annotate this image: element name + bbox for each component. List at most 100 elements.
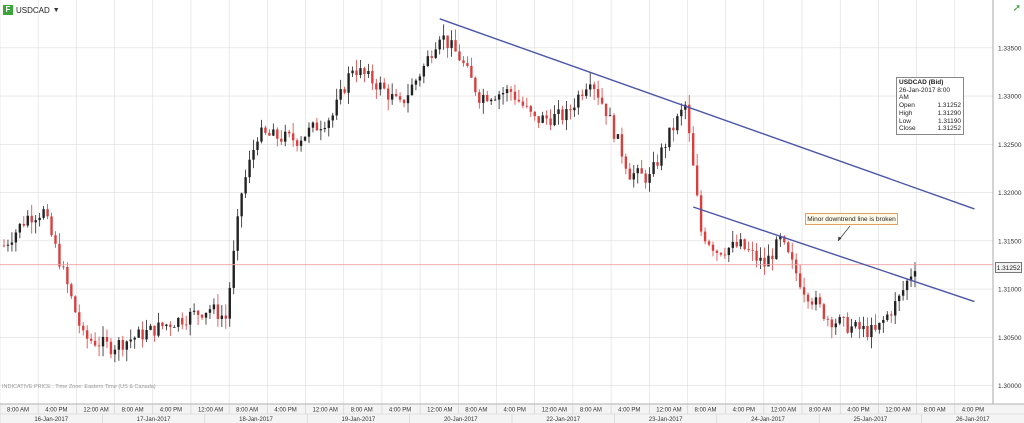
x-date-label: 25-Jan-2017 — [854, 417, 888, 423]
candle-body — [767, 255, 770, 267]
candle-body — [624, 156, 628, 169]
candle-body — [339, 89, 342, 100]
candle-body — [755, 250, 758, 261]
candle-body — [688, 104, 691, 134]
candle-body — [133, 337, 136, 340]
candle-body — [735, 241, 738, 247]
x-time-label: 12:00 AM — [885, 408, 910, 414]
candle-body — [462, 60, 465, 64]
x-time-label: 8:00 AM — [924, 408, 946, 414]
candle-body — [470, 65, 473, 78]
candle-body — [711, 244, 715, 251]
candle-body — [188, 311, 192, 325]
candle-body — [509, 89, 513, 92]
candle-body — [347, 73, 350, 93]
candle-body — [478, 92, 481, 103]
candle-body — [537, 116, 540, 123]
chevron-down-icon[interactable]: ▼ — [52, 6, 60, 14]
candle-body — [454, 40, 457, 52]
x-date-label: 23-Jan-2017 — [649, 417, 683, 423]
candle-body — [486, 94, 489, 102]
candle-body — [826, 318, 830, 320]
candle-body — [474, 77, 477, 93]
candle-body — [680, 109, 683, 117]
current-price-tag: 1.31252 — [995, 262, 1022, 273]
candle-body — [157, 322, 160, 336]
x-time-label: 8:00 AM — [122, 408, 144, 414]
candle-body — [153, 325, 156, 336]
candle-body — [276, 129, 279, 139]
candle-body — [850, 326, 853, 333]
candle-body — [414, 80, 418, 85]
candle-body — [252, 149, 255, 160]
candle-body — [200, 314, 204, 318]
candle-body — [739, 239, 742, 247]
ohlc-row-open: Open 1.31252 — [899, 102, 961, 110]
expand-arrow-icon[interactable]: ➚ — [1012, 3, 1021, 14]
candle-body — [676, 116, 679, 131]
candle-body — [10, 242, 14, 245]
candle-body — [54, 235, 57, 244]
x-date-label: 26-Jan-2017 — [956, 417, 990, 423]
x-time-label: 4:00 PM — [733, 408, 755, 414]
candle-body — [561, 109, 564, 121]
candle-body — [656, 162, 659, 166]
candle-body — [327, 120, 330, 128]
candle-body — [228, 287, 231, 319]
y-tick-label: 1.32000 — [998, 190, 1022, 197]
candle-body — [794, 259, 798, 274]
candle-body — [291, 133, 295, 141]
candle-body — [866, 325, 869, 338]
candle-body — [224, 315, 228, 319]
candle-body — [406, 95, 410, 104]
candle-body — [109, 341, 113, 355]
x-time-label: 4:00 PM — [618, 408, 640, 414]
candle-body — [846, 317, 849, 333]
candle-body — [121, 340, 125, 350]
candle-body — [533, 111, 536, 117]
candle-body — [323, 127, 327, 130]
candle-body — [303, 136, 307, 141]
candle-body — [715, 250, 719, 253]
candle-body — [731, 241, 734, 248]
candle-body — [874, 325, 877, 330]
candle-body — [351, 70, 354, 74]
candle-body — [22, 223, 26, 226]
candle-body — [220, 315, 224, 320]
x-axis-area — [0, 404, 1024, 423]
x-time-label: 4:00 PM — [274, 408, 296, 414]
x-time-label: 8:00 AM — [809, 408, 831, 414]
x-time-label: 4:00 PM — [504, 408, 526, 414]
candle-body — [810, 301, 814, 305]
candle-body — [383, 82, 386, 89]
candle-body — [299, 140, 303, 146]
candle-body — [268, 132, 271, 136]
candle-body — [256, 141, 259, 150]
y-tick-label: 1.33500 — [998, 45, 1022, 52]
candle-body — [525, 105, 529, 107]
candle-body — [672, 127, 675, 131]
candle-body — [248, 159, 251, 178]
x-time-label: 8:00 AM — [236, 408, 258, 414]
candle-body — [379, 82, 382, 90]
candle-body — [529, 106, 532, 112]
candle-body — [50, 216, 53, 236]
candle-body — [901, 290, 905, 296]
candle-body — [359, 68, 362, 76]
candle-body — [775, 239, 778, 260]
candle-body — [307, 127, 311, 137]
symbol-label[interactable]: USDCAD — [16, 5, 50, 15]
candle-body — [66, 267, 69, 285]
x-time-label: 8:00 AM — [465, 408, 487, 414]
candle-body — [695, 165, 699, 196]
candle-body — [822, 304, 826, 319]
candle-body — [616, 134, 620, 139]
candle-body — [870, 325, 873, 338]
candle-body — [600, 97, 604, 104]
x-time-label: 8:00 AM — [351, 408, 373, 414]
annotation-callout[interactable]: Minor downtrend line is broken — [805, 213, 898, 225]
ohlc-tooltip: USDCAD (Bid) 26-Jan-2017 8:00 AM Open 1.3… — [896, 77, 964, 135]
candle-body — [783, 236, 786, 243]
candle-body — [181, 317, 184, 325]
candle-body — [699, 195, 703, 232]
